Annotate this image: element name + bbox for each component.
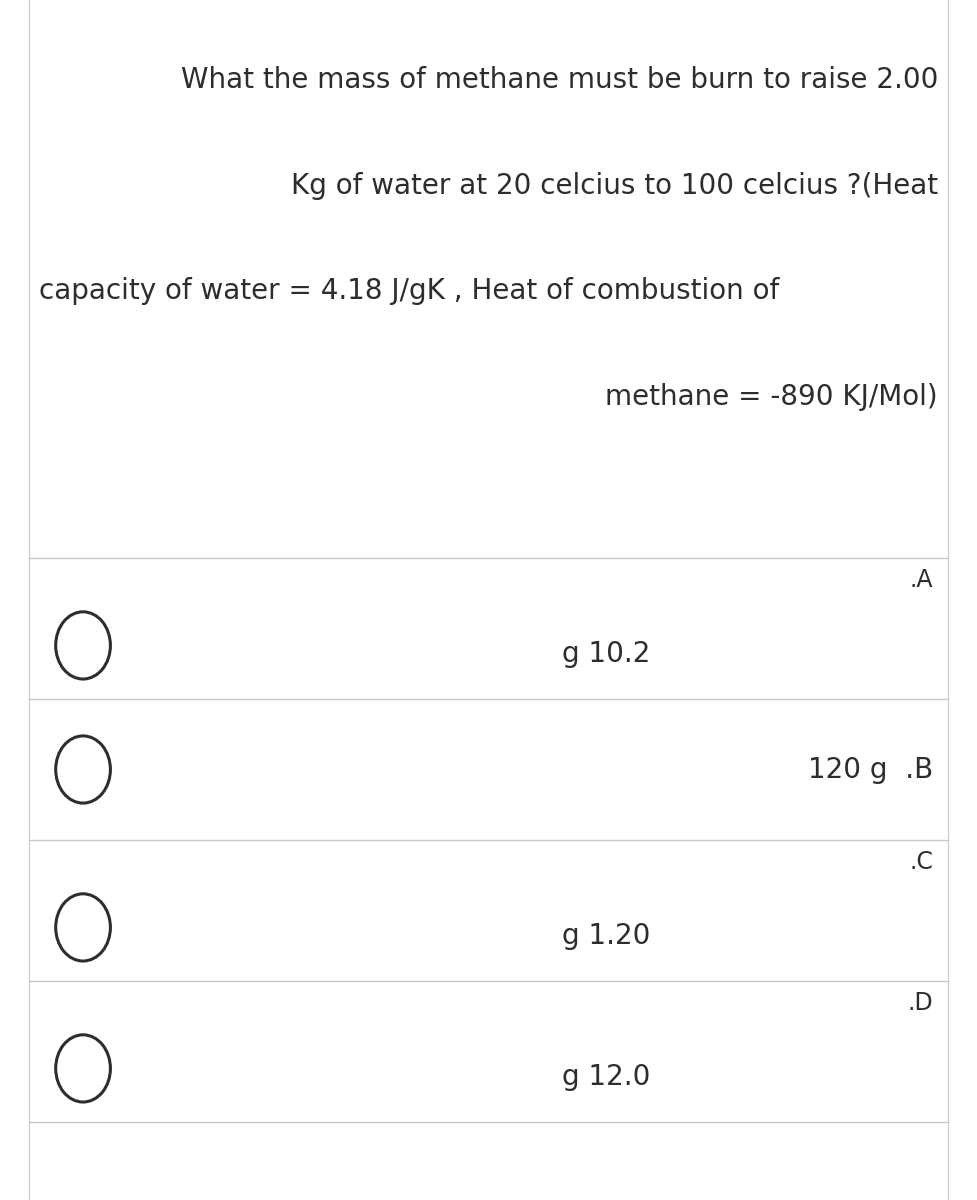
Text: g 10.2: g 10.2 [562, 640, 650, 668]
Text: .D: .D [908, 990, 933, 1014]
Text: .A: .A [910, 568, 933, 592]
Text: g 1.20: g 1.20 [562, 922, 650, 950]
Text: .C: .C [910, 850, 933, 874]
Text: g 12.0: g 12.0 [562, 1063, 650, 1091]
Text: Kg of water at 20 celcius to 100 celcius ?(Heat: Kg of water at 20 celcius to 100 celcius… [291, 172, 938, 199]
Text: methane = -890 KJ/Mol): methane = -890 KJ/Mol) [606, 383, 938, 410]
Text: 120 g  .B: 120 g .B [808, 756, 933, 784]
Text: What the mass of methane must be burn to raise 2.00: What the mass of methane must be burn to… [181, 66, 938, 94]
Text: capacity of water = 4.18 J/gK , Heat of combustion of: capacity of water = 4.18 J/gK , Heat of … [39, 277, 780, 305]
